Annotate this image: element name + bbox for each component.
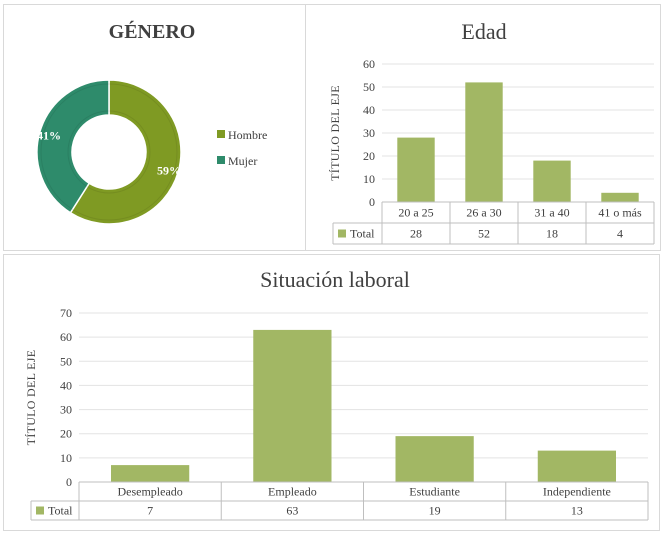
y-tick-label: 20 bbox=[60, 427, 72, 441]
bar-independiente bbox=[537, 450, 616, 482]
y-tick-label: 20 bbox=[363, 149, 375, 163]
table-value: 28 bbox=[410, 227, 422, 241]
legend-label-mujer: Mujer bbox=[228, 154, 257, 168]
bar-empleado bbox=[253, 329, 332, 482]
y-tick-label: 0 bbox=[66, 475, 72, 489]
legend-swatch bbox=[338, 229, 346, 238]
chart-title: Situación laboral bbox=[260, 267, 410, 292]
y-tick-label: 50 bbox=[363, 80, 375, 94]
table-value: 4 bbox=[617, 227, 623, 241]
category-label: Desempleado bbox=[117, 485, 182, 499]
y-tick-label: 40 bbox=[363, 103, 375, 117]
category-label: Estudiante bbox=[409, 485, 460, 499]
y-axis-label: TÍTULO DEL EJE bbox=[24, 350, 38, 446]
category-label: 31 a 40 bbox=[534, 206, 569, 220]
employment-bar-chart: Situación laboral TÍTULO DEL EJE 0 10 20 30 40… bbox=[24, 267, 649, 521]
age-chart-panel: Edad TÍTULO DEL EJE 0 10 20 30 40 50 60 20 a 25 28… bbox=[305, 4, 661, 251]
category-label: 20 a 25 bbox=[398, 206, 433, 220]
table-value: 7 bbox=[147, 504, 153, 518]
donut-shade-ring bbox=[40, 83, 178, 221]
y-tick-label: 50 bbox=[60, 354, 72, 368]
donut-data-label: 41% bbox=[37, 129, 61, 143]
y-tick-label: 10 bbox=[60, 451, 72, 465]
legend-label-hombre: Hombre bbox=[228, 128, 267, 142]
series-name: Total bbox=[350, 227, 375, 241]
legend-swatch bbox=[217, 130, 225, 138]
table-value: 13 bbox=[571, 504, 583, 518]
donut-data-label: 59% bbox=[157, 163, 181, 177]
gender-chart-title: GÉNERO bbox=[109, 20, 196, 43]
gender-chart-panel: GÉNERO 59% 41% Hombre Mujer bbox=[3, 4, 318, 251]
age-bar-chart: Edad TÍTULO DEL EJE 0 10 20 30 40 50 60 20 a 25 28… bbox=[328, 19, 655, 245]
chart-title: Edad bbox=[461, 19, 506, 44]
bar-41-o-más bbox=[601, 192, 639, 202]
donut-slice-mujer bbox=[36, 79, 110, 214]
y-tick-label: 10 bbox=[363, 172, 375, 186]
y-tick-label: 30 bbox=[363, 126, 375, 140]
employment-chart-panel: Situación laboral TÍTULO DEL EJE 0 10 20 30 40… bbox=[3, 254, 660, 531]
legend-swatch bbox=[36, 506, 44, 515]
legend-swatch bbox=[217, 156, 225, 164]
table-value: 19 bbox=[429, 504, 441, 518]
category-label: Independiente bbox=[543, 485, 611, 499]
category-label: Empleado bbox=[268, 485, 317, 499]
bar-estudiante bbox=[395, 436, 474, 482]
donut-slice-hombre bbox=[69, 79, 182, 225]
y-axis-label: TÍTULO DEL EJE bbox=[328, 85, 342, 181]
y-tick-label: 60 bbox=[60, 330, 72, 344]
category-label: 26 a 30 bbox=[466, 206, 501, 220]
y-tick-label: 0 bbox=[369, 195, 375, 209]
bar-desempleado bbox=[111, 465, 190, 482]
series-name: Total bbox=[48, 504, 73, 518]
bar-31-a-40 bbox=[533, 160, 571, 202]
y-tick-label: 30 bbox=[60, 403, 72, 417]
bar-26-a-30 bbox=[465, 82, 503, 202]
category-label: 41 o más bbox=[598, 206, 642, 220]
table-value: 63 bbox=[286, 504, 298, 518]
table-value: 52 bbox=[478, 227, 490, 241]
donut-shade-ring bbox=[67, 110, 151, 194]
y-tick-label: 70 bbox=[60, 306, 72, 320]
table-value: 18 bbox=[546, 227, 558, 241]
y-tick-label: 60 bbox=[363, 57, 375, 71]
bar-20-a-25 bbox=[397, 137, 435, 202]
gender-donut-chart: GÉNERO 59% 41% Hombre Mujer bbox=[36, 20, 267, 225]
y-tick-label: 40 bbox=[60, 378, 72, 392]
